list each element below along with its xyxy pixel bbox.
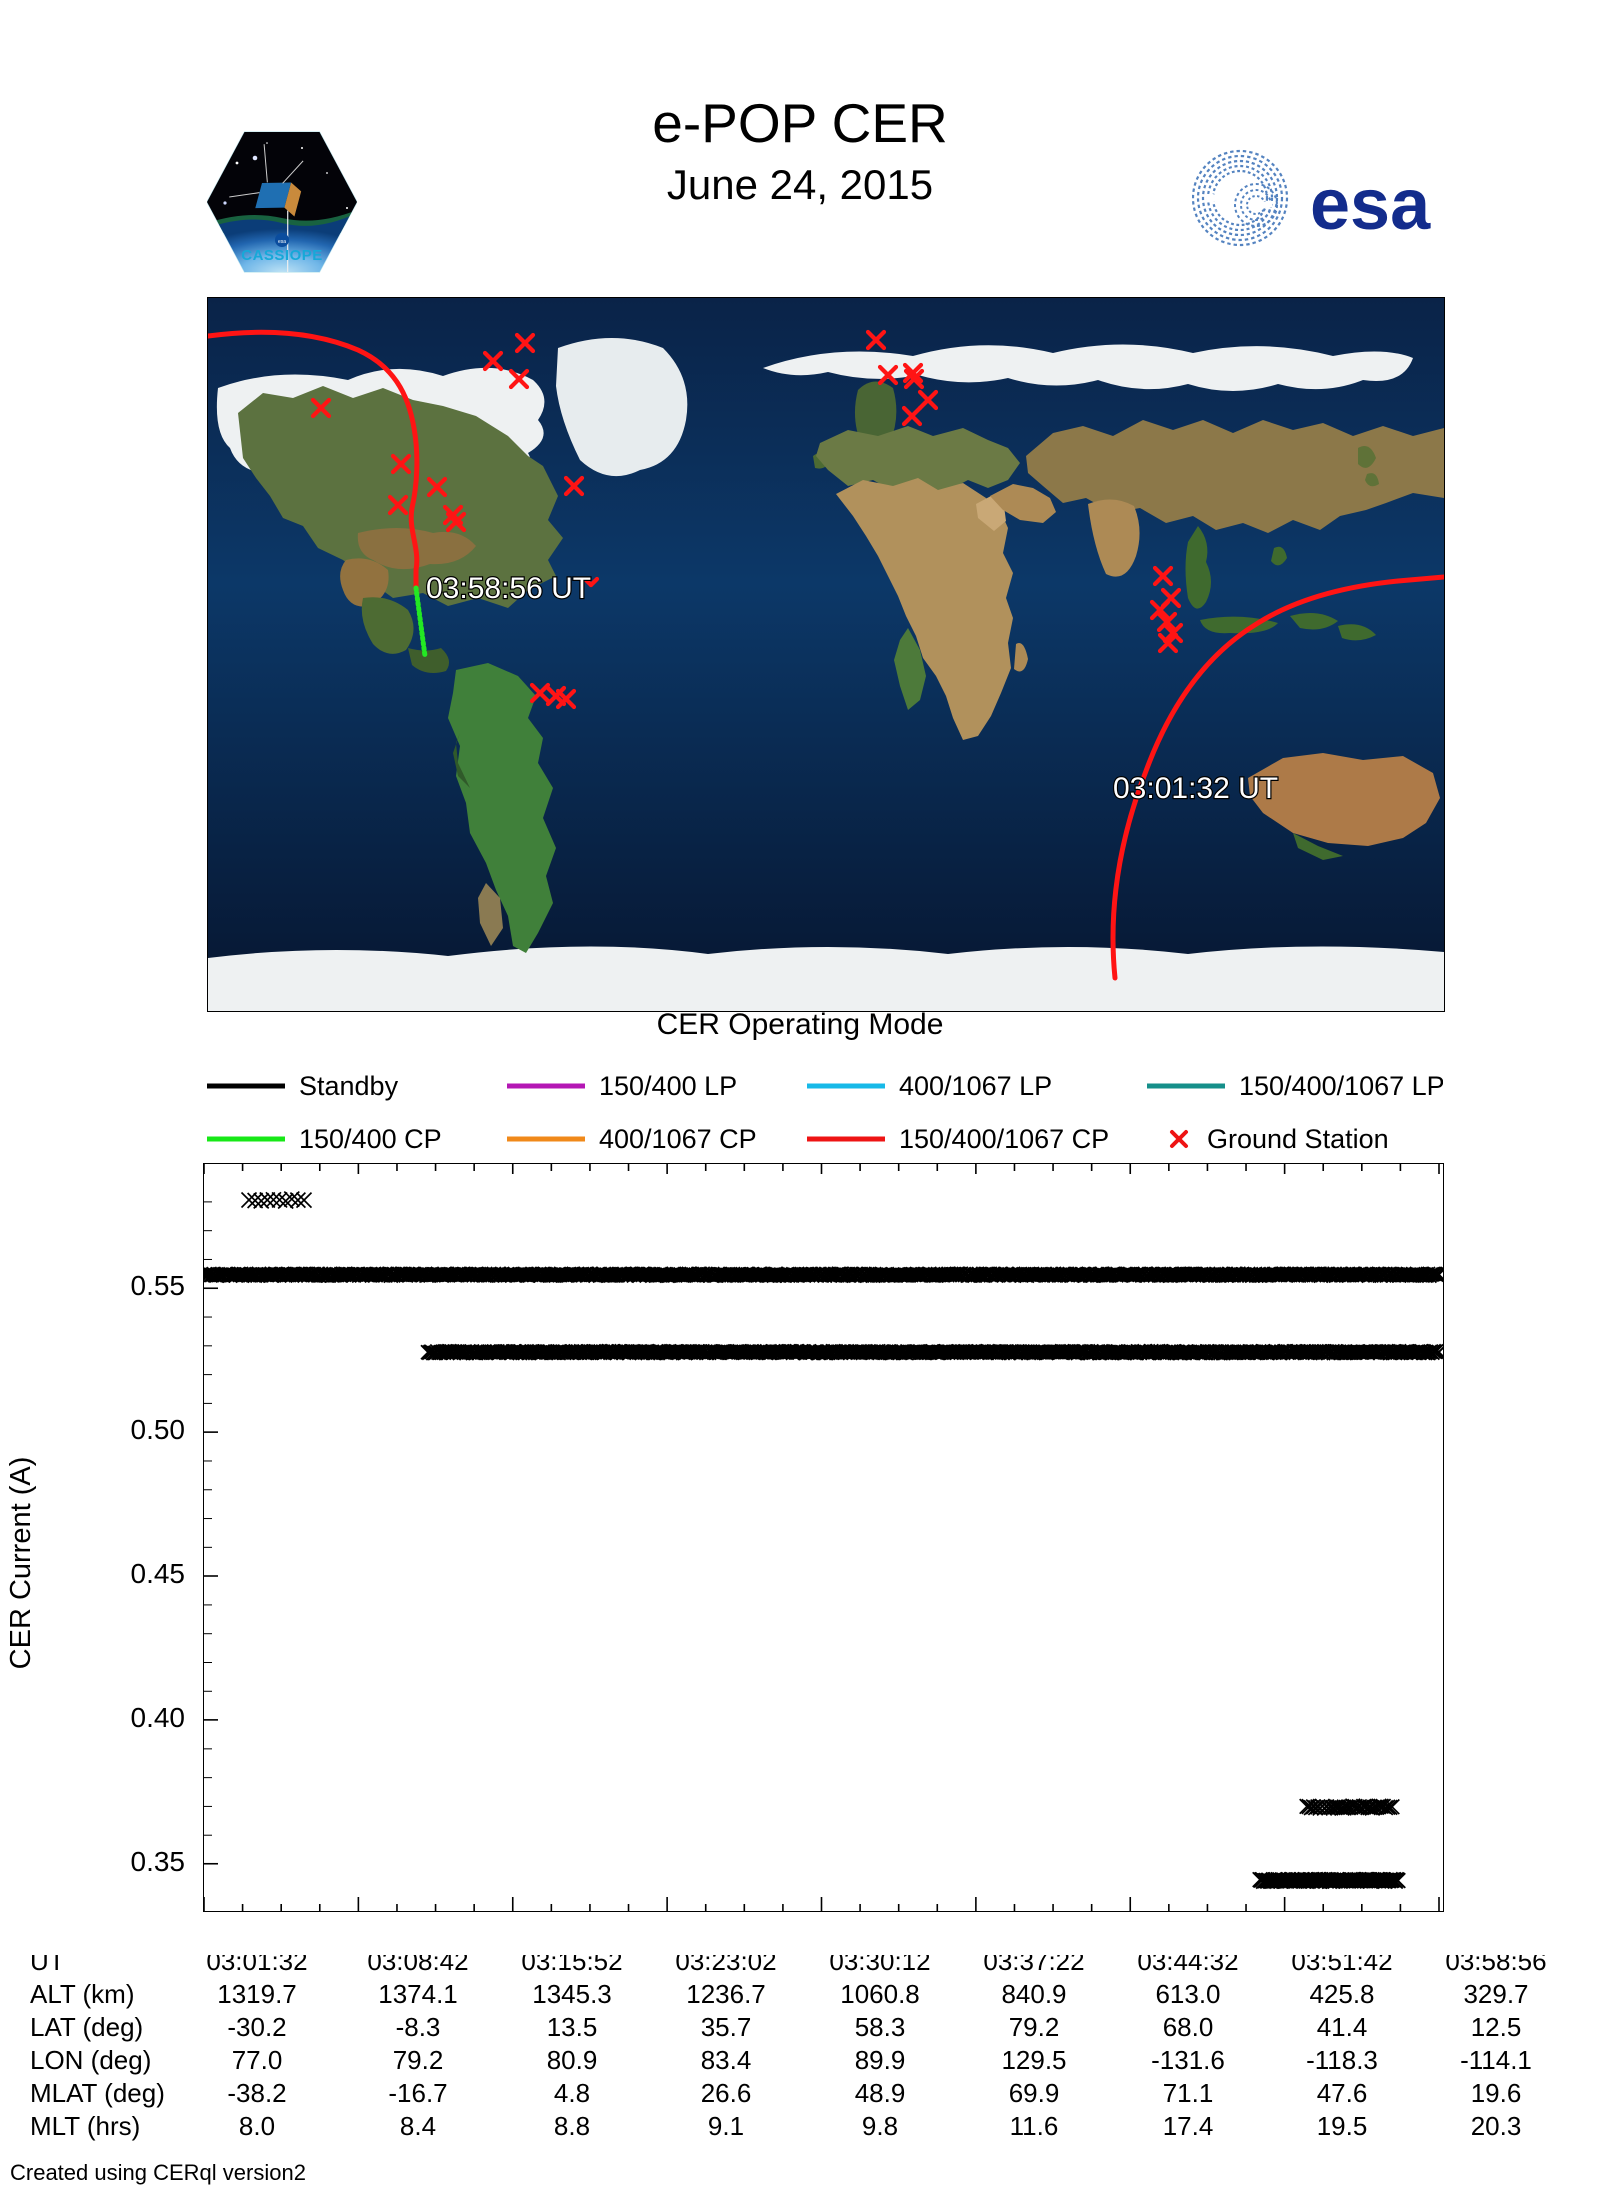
svg-text:03:51:42: 03:51:42 [1291,1955,1392,1976]
svg-text:MLT (hrs): MLT (hrs) [30,2111,140,2141]
svg-text:-16.7: -16.7 [388,2078,447,2108]
svg-text:400/1067 CP: 400/1067 CP [599,1124,757,1154]
svg-text:0.35: 0.35 [131,1846,186,1877]
svg-text:1060.8: 1060.8 [840,1979,920,2009]
svg-text:-131.6: -131.6 [1151,2045,1225,2075]
svg-text:71.1: 71.1 [1163,2078,1214,2108]
svg-text:47.6: 47.6 [1317,2078,1368,2108]
svg-text:613.0: 613.0 [1155,1979,1220,2009]
svg-text:80.9: 80.9 [547,2045,598,2075]
svg-text:-38.2: -38.2 [227,2078,286,2108]
svg-text:03:15:52: 03:15:52 [521,1955,622,1976]
svg-text:03:58:56 UT: 03:58:56 UT [426,572,591,605]
svg-text:LAT (deg): LAT (deg) [30,2012,143,2042]
svg-text:129.5: 129.5 [1001,2045,1066,2075]
svg-text:11.6: 11.6 [1010,2111,1059,2141]
svg-text:-118.3: -118.3 [1306,2045,1378,2075]
svg-text:CASSIOPE: CASSIOPE [241,247,323,264]
svg-text:Ground Station: Ground Station [1207,1124,1389,1154]
svg-text:8.8: 8.8 [554,2111,590,2141]
svg-text:4.8: 4.8 [554,2078,590,2108]
svg-text:83.4: 83.4 [701,2045,752,2075]
svg-text:150/400 LP: 150/400 LP [599,1071,737,1101]
svg-text:150/400/1067 CP: 150/400/1067 CP [899,1124,1109,1154]
svg-text:1319.7: 1319.7 [217,1979,297,2009]
svg-text:0.45: 0.45 [131,1558,186,1589]
svg-text:0.55: 0.55 [131,1270,186,1301]
svg-text:8.0: 8.0 [239,2111,275,2141]
svg-text:0.50: 0.50 [131,1414,186,1445]
svg-text:48.9: 48.9 [855,2078,906,2108]
svg-text:1236.7: 1236.7 [686,1979,766,2009]
svg-text:ALT (km): ALT (km) [30,1979,134,2009]
svg-text:03:58:56: 03:58:56 [1445,1955,1546,1976]
svg-text:35.7: 35.7 [701,2012,752,2042]
svg-text:41.4: 41.4 [1317,2012,1368,2042]
svg-text:329.7: 329.7 [1463,1979,1528,2009]
svg-text:03:23:02: 03:23:02 [675,1955,776,1976]
svg-text:UT: UT [30,1955,65,1976]
svg-text:03:08:42: 03:08:42 [367,1955,468,1976]
svg-text:esa: esa [278,239,286,245]
svg-text:150/400 CP: 150/400 CP [299,1124,442,1154]
svg-text:68.0: 68.0 [1163,2012,1214,2042]
svg-text:0.40: 0.40 [131,1702,186,1733]
svg-text:79.2: 79.2 [393,2045,444,2075]
svg-text:-114.1: -114.1 [1460,2045,1532,2075]
svg-text:400/1067 LP: 400/1067 LP [899,1071,1052,1101]
svg-text:79.2: 79.2 [1009,2012,1060,2042]
svg-text:MLAT (deg): MLAT (deg) [30,2078,165,2108]
svg-text:9.1: 9.1 [708,2111,744,2141]
svg-text:1345.3: 1345.3 [532,1979,612,2009]
svg-text:03:01:32 UT: 03:01:32 UT [1113,772,1278,805]
svg-text:19.5: 19.5 [1317,2111,1368,2141]
svg-text:-8.3: -8.3 [396,2012,441,2042]
svg-text:Standby: Standby [299,1071,399,1101]
svg-text:LON (deg): LON (deg) [30,2045,151,2075]
svg-text:12.5: 12.5 [1471,2012,1522,2042]
svg-text:-30.2: -30.2 [227,2012,286,2042]
svg-text:1374.1: 1374.1 [378,1979,458,2009]
svg-text:840.9: 840.9 [1001,1979,1066,2009]
svg-text:20.3: 20.3 [1471,2111,1522,2141]
svg-text:03:44:32: 03:44:32 [1137,1955,1238,1976]
svg-text:9.8: 9.8 [862,2111,898,2141]
svg-text:26.6: 26.6 [701,2078,752,2108]
svg-text:58.3: 58.3 [855,2012,906,2042]
svg-text:13.5: 13.5 [547,2012,598,2042]
svg-text:03:01:32: 03:01:32 [206,1955,307,1976]
svg-text:150/400/1067 LP: 150/400/1067 LP [1239,1071,1443,1101]
svg-text:69.9: 69.9 [1009,2078,1060,2108]
svg-text:17.4: 17.4 [1163,2111,1214,2141]
svg-text:03:37:22: 03:37:22 [983,1955,1084,1976]
svg-text:03:30:12: 03:30:12 [829,1955,930,1976]
svg-text:89.9: 89.9 [855,2045,906,2075]
svg-text:8.4: 8.4 [400,2111,436,2141]
svg-text:CER Current (A): CER Current (A) [5,1457,37,1670]
svg-text:19.6: 19.6 [1471,2078,1522,2108]
svg-text:425.8: 425.8 [1309,1979,1374,2009]
svg-text:77.0: 77.0 [232,2045,283,2075]
